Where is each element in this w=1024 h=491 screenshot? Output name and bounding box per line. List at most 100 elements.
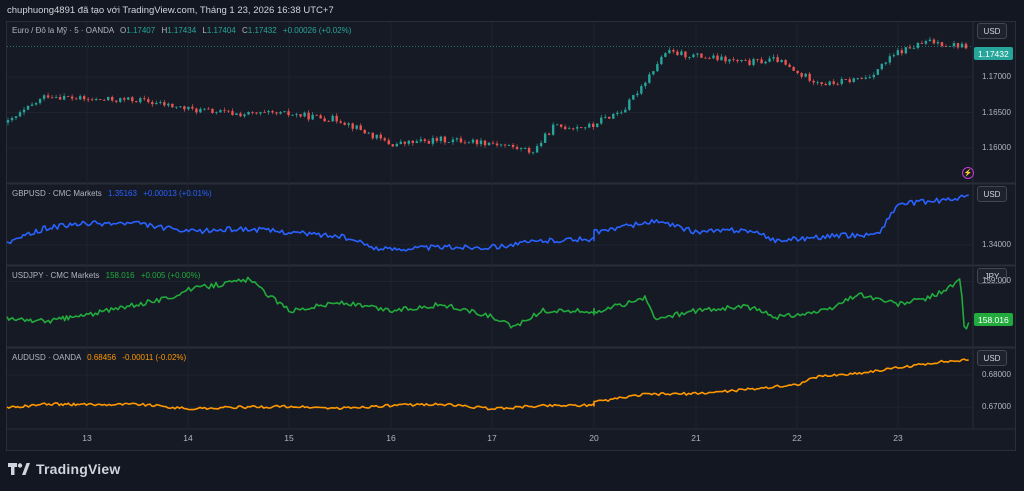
y-tick-label: 159.000	[982, 276, 1011, 286]
eurusd-candle	[928, 39, 932, 42]
pane-audusd-legend: AUDUSD · OANDA 0.68456 -0.00011 (-0.02%)	[12, 353, 186, 362]
eurusd-candle	[708, 58, 711, 59]
eurusd-candle	[680, 51, 683, 56]
eurusd-candle	[70, 96, 74, 99]
eurusd-candle	[600, 117, 603, 124]
eurusd-candle	[507, 144, 511, 146]
eurusd-candle	[223, 110, 226, 112]
eurusd-candle	[30, 104, 34, 106]
eurusd-candle	[527, 148, 531, 153]
eurusd-candle	[848, 79, 851, 83]
eurusd-candle	[187, 106, 190, 110]
eurusd-l-label: L	[202, 26, 207, 35]
eurusd-candle	[259, 112, 262, 114]
pane-eurusd-legend: Euro / Đô la Mỹ · 5 · OANDA O1.17407 H1.…	[12, 26, 351, 35]
eurusd-candle	[6, 120, 10, 123]
eurusd-candle	[584, 127, 587, 129]
eurusd-candle	[636, 93, 639, 96]
eurusd-candle	[824, 83, 827, 86]
eurusd-candle	[956, 43, 960, 48]
eurusd-candle	[167, 103, 170, 106]
eurusd-candle	[700, 53, 703, 58]
eurusd-candle	[323, 118, 326, 122]
eurusd-candle	[612, 113, 615, 119]
series-line-audusd	[6, 358, 969, 411]
eurusd-candle	[58, 97, 62, 100]
eurusd-candle	[127, 97, 130, 100]
eurusd-candle	[319, 115, 322, 119]
x-tick-label: 14	[183, 433, 193, 443]
eurusd-candle	[592, 123, 595, 128]
eurusd-candle	[748, 60, 751, 65]
audusd-title: AUDUSD · OANDA	[12, 353, 81, 362]
eurusd-candle	[724, 56, 727, 62]
eurusd-candle	[98, 99, 102, 100]
eurusd-candle	[82, 96, 86, 100]
eurusd-candle	[86, 99, 90, 101]
eurusd-candle	[896, 50, 900, 56]
eurusd-candle	[387, 140, 390, 145]
eurusd-candle	[379, 134, 382, 139]
eurusd-candle	[644, 82, 647, 87]
eurusd-candle	[535, 146, 539, 153]
gbpusd-unit-button[interactable]: USD	[977, 186, 1007, 202]
chart-header: chuphuong4891 đã tạo với TradingView.com…	[7, 5, 334, 16]
eurusd-candle	[203, 108, 206, 110]
x-tick-label: 21	[691, 433, 701, 443]
eurusd-candle	[511, 144, 515, 148]
audusd-last: 0.68456	[87, 353, 117, 362]
eurusd-candle	[940, 42, 944, 47]
eurusd-candle	[135, 101, 138, 103]
eurusd-unit-button[interactable]: USD	[977, 23, 1007, 39]
eurusd-candle	[479, 140, 483, 145]
eurusd-candle	[475, 139, 479, 145]
eurusd-candle	[632, 95, 635, 100]
eurusd-candle	[912, 47, 916, 49]
eurusd-candle	[263, 112, 266, 113]
eurusd-candle	[964, 43, 968, 49]
eurusd-low: 1.17404	[206, 26, 236, 35]
eurusd-candle	[371, 132, 374, 139]
eurusd-candle	[491, 142, 495, 144]
eurusd-candle	[175, 106, 178, 108]
tradingview-logo-icon	[8, 463, 30, 475]
eurusd-candle	[103, 99, 106, 101]
eurusd-candle	[327, 121, 330, 123]
eurusd-candle	[243, 114, 246, 117]
eurusd-candle	[900, 50, 904, 54]
eurusd-candle	[836, 83, 839, 85]
eurusd-candle	[820, 82, 823, 84]
eurusd-candle	[467, 142, 471, 144]
eurusd-candle	[119, 98, 122, 102]
eurusd-candle	[856, 78, 859, 79]
eurusd-candle	[720, 56, 723, 61]
eurusd-candle	[139, 98, 142, 103]
usdjpy-unit-button[interactable]: JPY	[977, 268, 1007, 284]
gbpusd-title: GBPUSD · CMC Markets	[12, 189, 102, 198]
eurusd-candle	[26, 105, 30, 110]
eurusd-candle	[696, 53, 699, 55]
usdjpy-change: +0.005 (+0.00%)	[140, 271, 201, 280]
series-line-gbpusd	[6, 194, 969, 252]
eurusd-candle	[740, 59, 743, 62]
eurusd-last-badge: 1.17432	[974, 47, 1013, 60]
y-tick-label: 0.67000	[982, 402, 1011, 412]
eurusd-candle	[427, 141, 431, 144]
eurusd-candle	[780, 59, 783, 63]
eurusd-candle	[648, 74, 651, 83]
eurusd-candle	[147, 99, 150, 103]
eurusd-candle	[808, 73, 811, 81]
eurusd-candle	[732, 59, 735, 61]
audusd-unit-button[interactable]: USD	[977, 350, 1007, 366]
eurusd-candle	[916, 42, 920, 48]
lightning-icon[interactable]: ⚡	[962, 167, 974, 179]
eurusd-candle	[447, 142, 451, 143]
eurusd-candle	[235, 113, 238, 115]
eurusd-o-label: O	[120, 26, 127, 35]
eurusd-candle	[363, 129, 366, 134]
eurusd-candle	[463, 142, 467, 144]
eurusd-candle	[439, 136, 443, 141]
eurusd-candle	[656, 64, 659, 72]
x-tick-label: 13	[82, 433, 92, 443]
